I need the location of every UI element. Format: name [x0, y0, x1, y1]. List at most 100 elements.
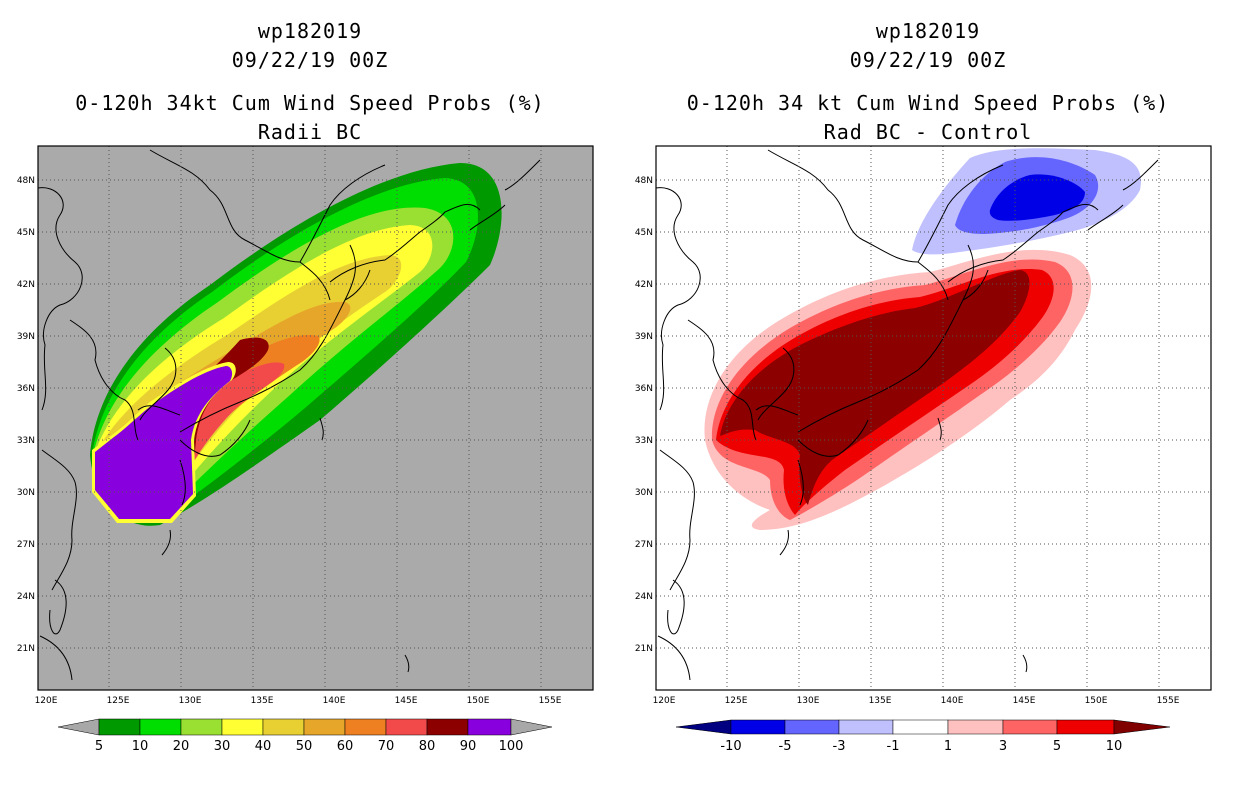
left-lat-label: 21N	[17, 644, 35, 654]
left-colorbar-high-arrow	[510, 718, 553, 736]
left-lat-label: 24N	[17, 592, 35, 602]
left-lat-label: 33N	[17, 436, 35, 446]
right-lat-label: 45N	[635, 228, 653, 238]
right-lon-label: 125E	[725, 696, 748, 706]
right-colorbar-label: 5	[1053, 739, 1061, 754]
left-coastlines	[38, 149, 541, 681]
right-colorbar-swatch	[947, 719, 1004, 735]
left-colorbar-label: 20	[173, 739, 190, 754]
left-lat-label: 45N	[17, 228, 35, 238]
right-gridlines	[656, 146, 1211, 690]
right-colorbar-label: -1	[887, 739, 900, 754]
left-lat-label: 36N	[17, 384, 35, 394]
left-colorbar-swatch	[139, 718, 182, 736]
left-colorbar-label: 5	[95, 739, 103, 754]
right-lon-axis: 120E 125E 130E 135E 140E 145E 150E 155E	[653, 696, 1180, 706]
left-map-frame	[37, 145, 594, 691]
left-map: 48N 45N 42N 39N 36N 33N 30N 27N 24N 21N …	[17, 145, 594, 706]
right-lat-label: 42N	[635, 280, 653, 290]
left-lon-label: 130E	[179, 696, 202, 706]
right-lat-label: 33N	[635, 436, 653, 446]
right-colorbar-swatches	[730, 719, 1115, 735]
left-colorbar-swatch	[221, 718, 264, 736]
left-lat-label: 42N	[17, 280, 35, 290]
left-colorbar-swatch	[98, 718, 141, 736]
right-difference-contours	[704, 148, 1141, 530]
right-lat-label: 39N	[635, 332, 653, 342]
left-lat-axis: 48N 45N 42N 39N 36N 33N 30N 27N 24N 21N	[17, 176, 35, 654]
right-chart-subtitle: Rad BC - Control	[823, 120, 1033, 144]
right-lat-label: 27N	[635, 540, 653, 550]
left-colorbar-label: 50	[296, 739, 313, 754]
right-lat-label: 36N	[635, 384, 653, 394]
left-lon-label: 120E	[35, 696, 58, 706]
left-colorbar-label: 10	[132, 739, 149, 754]
left-colorbar-label: 30	[214, 739, 231, 754]
right-lon-label: 130E	[797, 696, 820, 706]
left-datetime: 09/22/19 00Z	[231, 48, 389, 72]
right-colorbar-label: -10	[720, 739, 741, 754]
right-lat-label: 24N	[635, 592, 653, 602]
left-gridlines	[38, 146, 593, 690]
right-lat-label: 48N	[635, 176, 653, 186]
right-lat-label: 30N	[635, 488, 653, 498]
right-colorbar: -10 -5 -3 -1 1 3 5 10	[675, 719, 1171, 754]
right-colorbar-label: 10	[1106, 739, 1123, 754]
left-colorbar-label: 60	[337, 739, 354, 754]
left-colorbar-swatch	[180, 718, 223, 736]
left-colorbar-label: 90	[460, 739, 477, 754]
right-lon-label: 120E	[653, 696, 676, 706]
left-lat-label: 48N	[17, 176, 35, 186]
right-colorbar-swatch	[1002, 719, 1058, 735]
right-colorbar-label: 3	[999, 739, 1007, 754]
right-lon-label: 155E	[1157, 696, 1180, 706]
right-lon-label: 135E	[869, 696, 892, 706]
left-colorbar-low-arrow	[57, 718, 100, 736]
left-lat-label: 30N	[17, 488, 35, 498]
right-datetime: 09/22/19 00Z	[849, 48, 1007, 72]
right-colorbar-label: -3	[833, 739, 846, 754]
left-chart-subtitle: Radii BC	[257, 120, 363, 144]
right-colorbar-swatch	[730, 719, 786, 735]
right-lon-label: 150E	[1085, 696, 1108, 706]
left-colorbar-swatch	[426, 718, 469, 736]
left-lon-axis: 120E 125E 130E 135E 140E 145E 150E 155E	[35, 696, 562, 706]
left-lat-label: 27N	[17, 540, 35, 550]
left-colorbar-label: 70	[378, 739, 395, 754]
left-lon-label: 155E	[539, 696, 562, 706]
right-map: 48N 45N 42N 39N 36N 33N 30N 27N 24N 21N …	[635, 145, 1212, 706]
left-colorbar: 5 10 20 30 40 50 60 70 80 90 100	[57, 718, 553, 754]
left-colorbar-swatch	[385, 718, 428, 736]
right-colorbar-swatch	[1056, 719, 1115, 735]
left-lon-label: 150E	[467, 696, 490, 706]
left-colorbar-swatch	[467, 718, 512, 736]
left-colorbar-swatch	[262, 718, 305, 736]
left-colorbar-label: 100	[499, 739, 524, 754]
left-colorbar-labels: 5 10 20 30 40 50 60 70 80 90 100	[95, 739, 524, 754]
right-map-frame	[655, 145, 1212, 691]
right-colorbar-label: -5	[779, 739, 792, 754]
right-colorbar-swatch	[784, 719, 840, 735]
right-colorbar-labels: -10 -5 -3 -1 1 3 5 10	[720, 739, 1122, 754]
right-lon-label: 145E	[1013, 696, 1036, 706]
left-lon-label: 145E	[395, 696, 418, 706]
right-lon-label: 140E	[941, 696, 964, 706]
right-colorbar-swatch	[838, 719, 894, 735]
left-lat-label: 39N	[17, 332, 35, 342]
right-chart-title: 0-120h 34 kt Cum Wind Speed Probs (%)	[686, 91, 1170, 115]
right-coastlines	[656, 149, 1159, 681]
right-lat-axis: 48N 45N 42N 39N 36N 33N 30N 27N 24N 21N	[635, 176, 653, 654]
left-lon-label: 140E	[323, 696, 346, 706]
left-colorbar-label: 40	[255, 739, 272, 754]
left-lon-label: 125E	[107, 696, 130, 706]
left-colorbar-label: 80	[419, 739, 436, 754]
right-colorbar-low-arrow	[675, 719, 732, 735]
left-chart-title: 0-120h 34kt Cum Wind Speed Probs (%)	[75, 91, 545, 115]
left-colorbar-swatch	[303, 718, 346, 736]
left-storm-id: wp182019	[257, 19, 363, 43]
left-colorbar-swatch	[344, 718, 387, 736]
right-colorbar-high-arrow	[1113, 719, 1171, 735]
left-lon-label: 135E	[251, 696, 274, 706]
right-lat-label: 21N	[635, 644, 653, 654]
